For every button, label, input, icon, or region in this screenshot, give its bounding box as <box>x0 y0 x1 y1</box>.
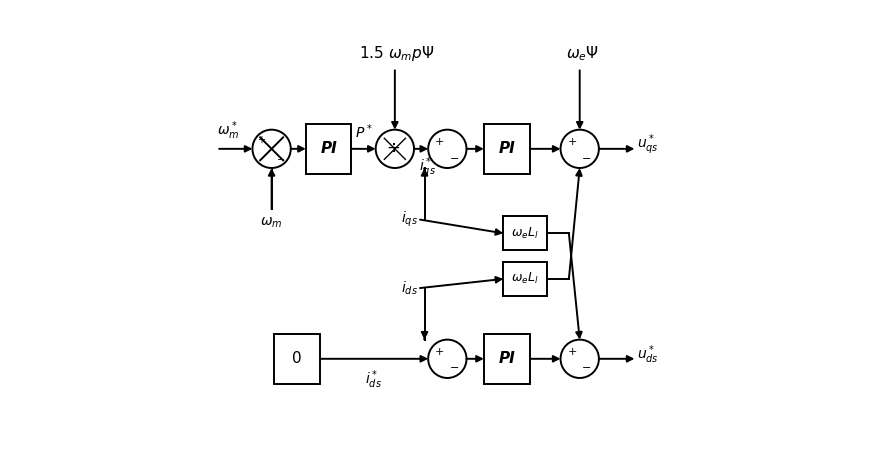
Text: $i_{ds}$: $i_{ds}$ <box>401 280 418 297</box>
Text: PI: PI <box>499 351 515 366</box>
Text: $\omega_m$: $\omega_m$ <box>261 216 283 231</box>
Text: $\div$: $\div$ <box>387 138 401 156</box>
Text: +: + <box>567 137 577 147</box>
Text: $i_{qs}^*$: $i_{qs}^*$ <box>418 156 435 180</box>
Bar <box>274 334 320 384</box>
Text: $P^*$: $P^*$ <box>355 122 373 140</box>
Text: $\omega_e L_l$: $\omega_e L_l$ <box>511 271 538 286</box>
Text: +: + <box>435 137 444 147</box>
Text: $-$: $-$ <box>276 153 285 164</box>
Text: $-$: $-$ <box>449 152 459 162</box>
Text: $-$: $-$ <box>581 152 591 162</box>
Text: $u_{ds}^*$: $u_{ds}^*$ <box>637 343 659 365</box>
Text: $\omega_e L_l$: $\omega_e L_l$ <box>511 226 538 241</box>
Text: $-$: $-$ <box>581 361 591 371</box>
Text: $i_{qs}$: $i_{qs}$ <box>401 210 418 229</box>
Text: PI: PI <box>321 141 337 156</box>
Bar <box>306 124 352 174</box>
Text: +: + <box>567 347 577 357</box>
Text: $u_{qs}^*$: $u_{qs}^*$ <box>637 132 659 157</box>
Text: $-$: $-$ <box>449 361 459 371</box>
Text: +: + <box>435 347 444 357</box>
Text: $\omega_m^*$: $\omega_m^*$ <box>217 119 240 142</box>
Text: +: + <box>257 135 265 145</box>
Text: PI: PI <box>499 141 515 156</box>
Bar <box>484 124 529 174</box>
Text: 0: 0 <box>292 351 301 366</box>
Text: $1.5\ \omega_m p\Psi$: $1.5\ \omega_m p\Psi$ <box>359 44 435 63</box>
Bar <box>503 216 546 250</box>
Text: $\omega_e\Psi$: $\omega_e\Psi$ <box>566 45 598 63</box>
Text: $i_{ds}^*$: $i_{ds}^*$ <box>366 368 382 390</box>
Bar <box>503 262 546 296</box>
Bar <box>484 334 529 384</box>
